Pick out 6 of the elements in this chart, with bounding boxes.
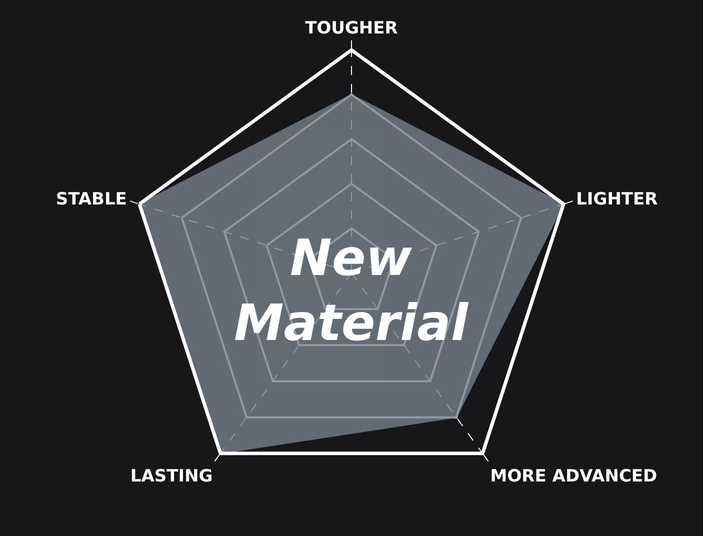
spoke-label: LIGHTER <box>576 190 658 210</box>
spoke-label: TOUGHER <box>305 18 398 38</box>
spoke-label: MORE ADVANCED <box>490 466 658 486</box>
spoke-label: STABLE <box>56 190 127 210</box>
text: New Material <box>234 229 469 352</box>
spoke-label: LASTING <box>130 466 213 486</box>
